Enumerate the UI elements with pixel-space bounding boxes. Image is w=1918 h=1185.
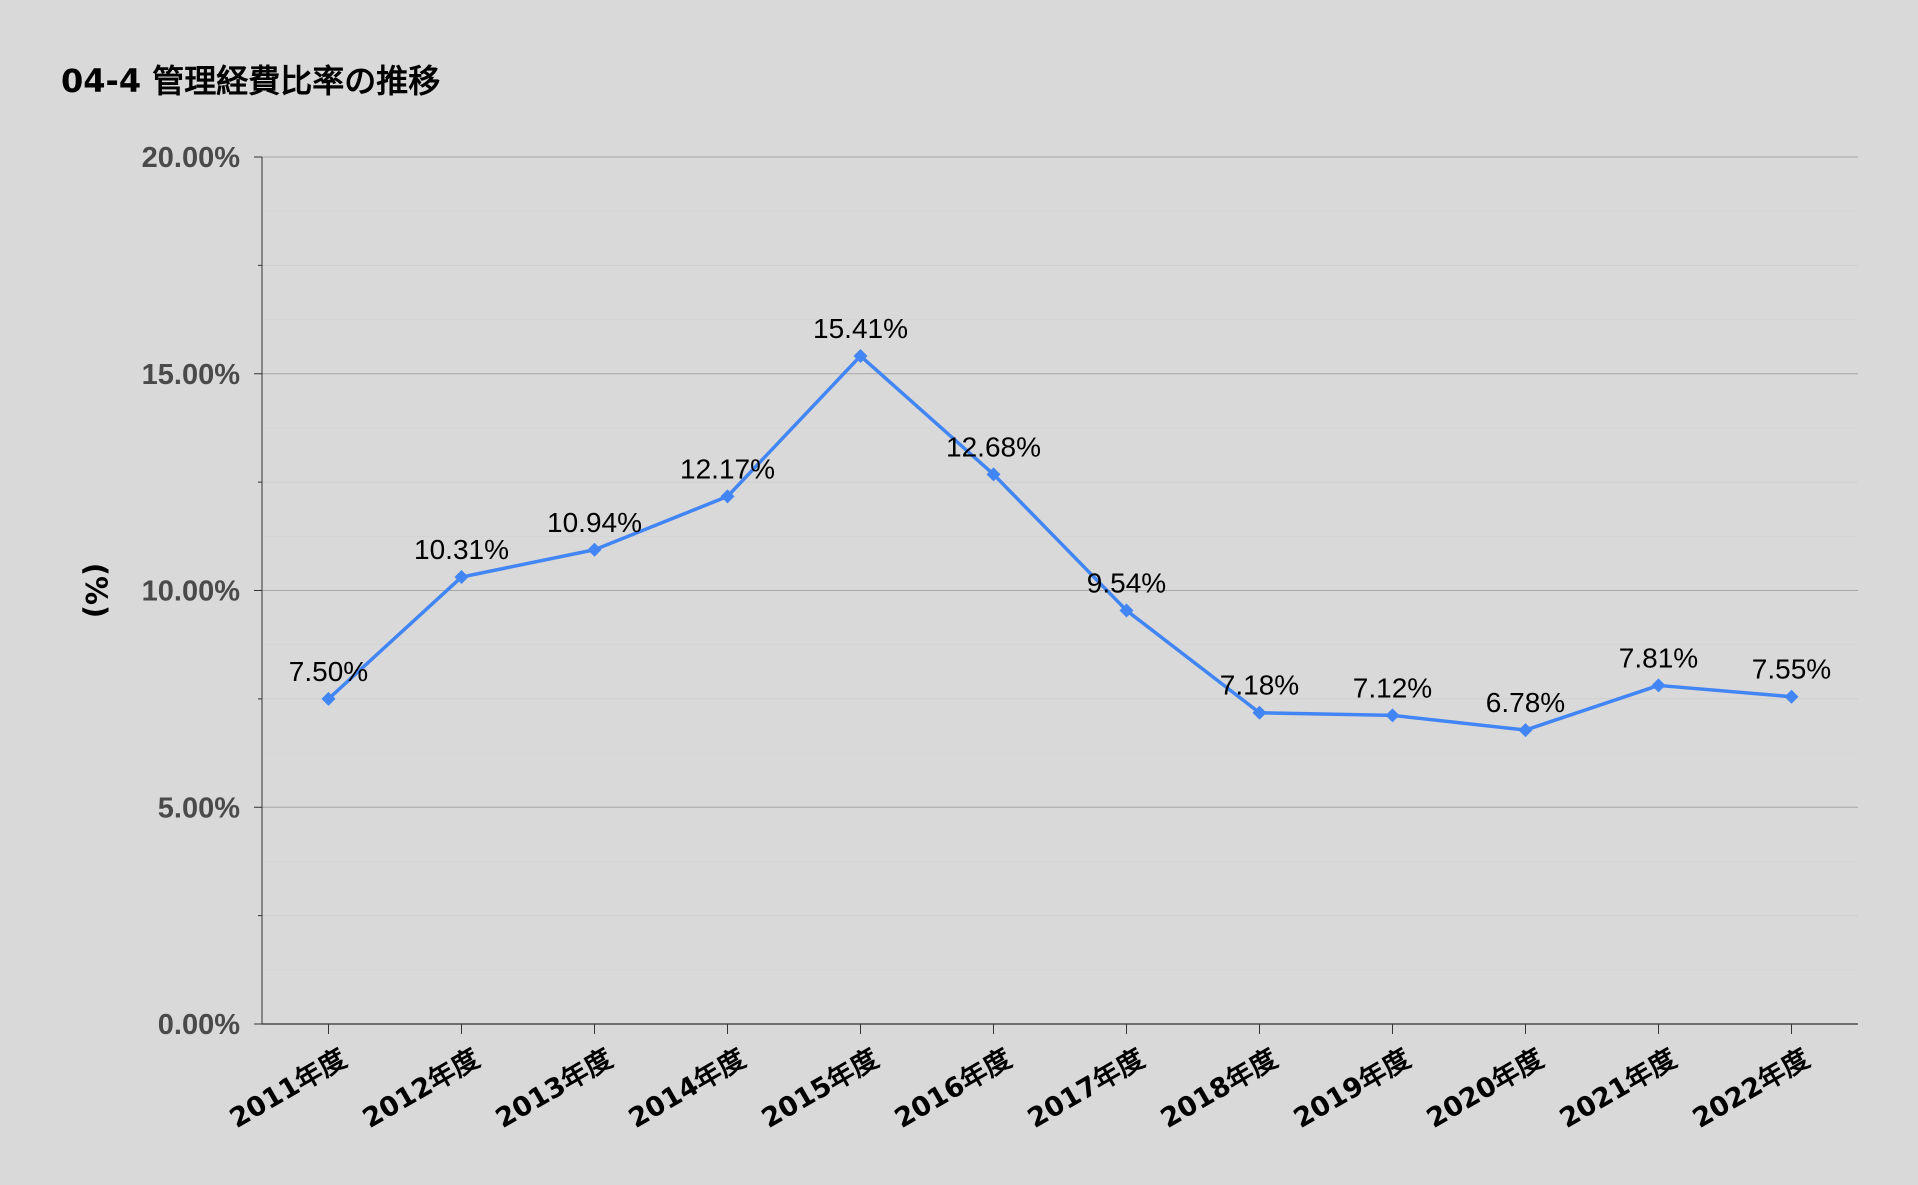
labels: 7.50% 10.31% 10.94% 12.17% 15.41% 12.68% 9.54%… xyxy=(289,313,1831,718)
x-tick-label: 2015年度 xyxy=(756,1042,884,1134)
x-tick-label: 2021年度 xyxy=(1554,1042,1682,1134)
data-point xyxy=(454,570,469,585)
series xyxy=(321,348,1799,738)
y-tick-label: 15.00% xyxy=(142,359,241,391)
data-point xyxy=(1119,603,1134,618)
data-label: 9.54% xyxy=(1087,567,1166,598)
data-point xyxy=(587,542,602,557)
data-label: 12.17% xyxy=(680,453,775,484)
y-tick-label: 10.00% xyxy=(142,576,241,608)
chart-title: 04-4 管理経費比率の推移 xyxy=(61,62,441,100)
y-tick-label: 0.00% xyxy=(158,1009,240,1041)
x-tick-label: 2022年度 xyxy=(1687,1042,1815,1134)
data-point xyxy=(1518,723,1533,738)
data-label: 6.78% xyxy=(1486,687,1565,718)
series-line xyxy=(326,354,1794,732)
gridlines xyxy=(262,156,1858,971)
data-point xyxy=(1784,689,1799,704)
data-point xyxy=(1252,705,1267,720)
y-tick-label: 5.00% xyxy=(158,792,240,824)
data-point xyxy=(321,691,336,706)
x-tick-label: 2018年度 xyxy=(1155,1042,1283,1134)
y-tick-label: 20.00% xyxy=(142,142,241,174)
x-tick-label: 2011年度 xyxy=(224,1042,352,1134)
data-point xyxy=(986,467,1001,482)
data-label: 10.31% xyxy=(414,534,509,565)
data-label: 12.68% xyxy=(946,431,1041,462)
data-point xyxy=(720,489,735,504)
data-label: 15.41% xyxy=(813,313,908,344)
x-tick-label: 2016年度 xyxy=(889,1042,1017,1134)
x-tick-label: 2012年度 xyxy=(357,1042,485,1134)
data-label: 7.55% xyxy=(1752,654,1831,685)
y-axis-title: (%) xyxy=(79,563,113,619)
x-tick-label: 2017年度 xyxy=(1022,1042,1150,1134)
x-tick-label: 2014年度 xyxy=(623,1042,751,1134)
x-tick-label: 2020年度 xyxy=(1421,1042,1549,1134)
data-point xyxy=(853,348,868,363)
data-label: 7.12% xyxy=(1353,672,1432,703)
data-label: 7.81% xyxy=(1619,642,1698,673)
data-label: 7.18% xyxy=(1220,670,1299,701)
x-tick-label: 2013年度 xyxy=(490,1042,618,1134)
data-point xyxy=(1385,708,1400,723)
x-tick-label: 2019年度 xyxy=(1288,1042,1416,1134)
data-label: 7.50% xyxy=(289,656,368,687)
axes: 0.00%5.00%10.00%15.00%20.00%(%)2011年度 201… xyxy=(79,142,1858,1135)
data-point xyxy=(1651,678,1666,693)
data-label: 10.94% xyxy=(547,507,642,538)
